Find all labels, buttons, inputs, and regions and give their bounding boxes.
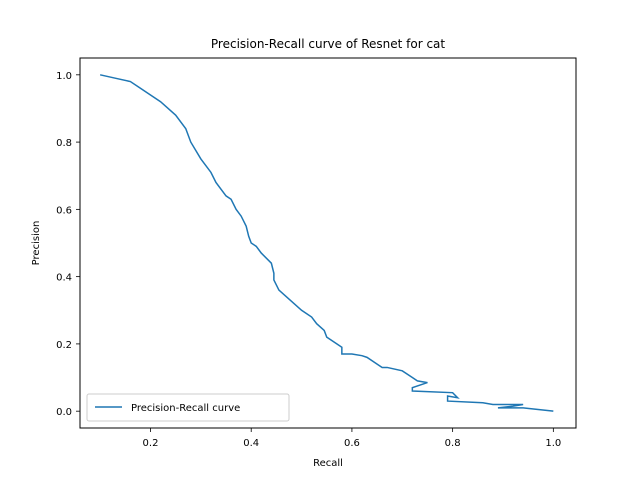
y-tick-label: 0.4 [56, 273, 72, 284]
y-tick-label: 0.8 [56, 138, 72, 149]
y-tick-label: 0.6 [56, 205, 72, 216]
legend-box [86, 393, 290, 422]
series-group [99, 74, 554, 412]
x-tick-label: 0.6 [344, 438, 360, 449]
y-tick-label: 0.2 [56, 340, 72, 351]
x-tick-label: 0.8 [445, 438, 461, 449]
x-tick-label: 1.0 [545, 438, 561, 449]
axes-frame [79, 57, 577, 429]
y-tick-label: 1.0 [56, 71, 72, 82]
legend: Precision-Recall curve [86, 393, 290, 422]
x-axis-label: Recall [313, 458, 343, 469]
plot-area [79, 57, 577, 429]
series-line-precision-recall [99, 74, 554, 412]
chart-title: Precision-Recall curve of Resnet for cat [211, 37, 446, 51]
x-axis-ticks: 0.2 0.4 0.6 0.8 1.0 [143, 428, 561, 449]
y-tick-label: 0.0 [56, 407, 72, 418]
y-axis-ticks: 0.0 0.2 0.4 0.6 0.8 1.0 [56, 71, 80, 418]
x-tick-label: 0.2 [143, 438, 159, 449]
legend-label: Precision-Recall curve [131, 403, 240, 414]
x-tick-label: 0.4 [243, 438, 259, 449]
y-axis-label: Precision [31, 221, 42, 266]
